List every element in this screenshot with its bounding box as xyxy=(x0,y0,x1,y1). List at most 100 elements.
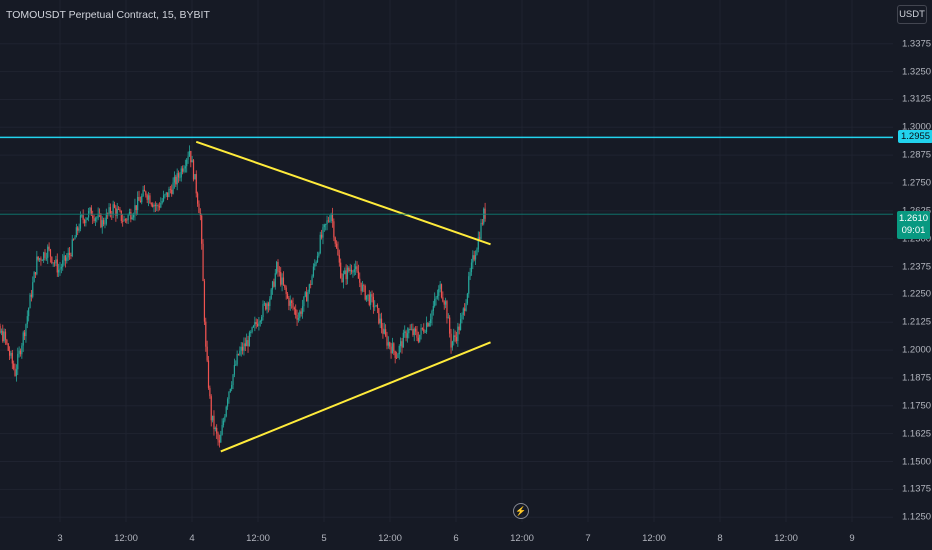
candle-body xyxy=(62,260,64,268)
candle-body xyxy=(395,357,398,359)
candle-body xyxy=(137,196,139,211)
candle-body xyxy=(7,343,9,351)
candle-body xyxy=(380,318,383,329)
candle-body xyxy=(191,160,193,163)
candle-body xyxy=(172,182,174,194)
candle-body xyxy=(383,329,385,334)
candle-body xyxy=(321,234,323,238)
candle-body xyxy=(67,252,69,258)
candle-body xyxy=(235,364,237,366)
candle-body xyxy=(74,237,76,240)
time-tick-label: 12:00 xyxy=(378,533,402,544)
candle-body xyxy=(78,228,80,231)
candle-body xyxy=(11,352,13,364)
last-price: 1.2610 xyxy=(898,213,929,224)
candle-body xyxy=(376,305,379,309)
candle-body xyxy=(481,222,483,224)
candle-body xyxy=(55,259,57,264)
candle-body xyxy=(378,308,380,324)
candle-body xyxy=(360,282,362,292)
candle-body xyxy=(85,219,87,224)
price-tick-label: 1.3250 xyxy=(902,66,932,78)
candle-body xyxy=(3,331,5,342)
candle-body xyxy=(70,255,72,257)
candle-body xyxy=(115,207,117,216)
candle-body xyxy=(22,332,24,346)
candle-body xyxy=(271,281,274,290)
candle-body xyxy=(443,301,445,305)
candle-body xyxy=(156,205,158,207)
candle-body xyxy=(164,194,166,196)
candle-body xyxy=(18,350,20,354)
price-tick-label: 1.1500 xyxy=(902,456,932,467)
candle-body xyxy=(421,327,424,329)
candle-body xyxy=(165,192,167,195)
candle-body xyxy=(154,204,156,207)
currency-button[interactable]: USDT xyxy=(897,5,927,24)
candle-body xyxy=(176,173,178,185)
candle-body xyxy=(213,415,215,430)
candle-body xyxy=(68,252,71,256)
candle-body xyxy=(461,314,463,320)
time-tick-label: 12:00 xyxy=(114,533,138,544)
candle-body xyxy=(77,227,79,231)
candle-body xyxy=(128,212,131,215)
candle-body xyxy=(269,298,271,307)
candle-body xyxy=(241,346,244,351)
candle-body xyxy=(0,325,1,333)
candle-body xyxy=(301,306,304,314)
candle-body xyxy=(59,268,61,270)
candle-body xyxy=(484,208,486,219)
candle-body xyxy=(90,207,92,216)
candle-body xyxy=(428,323,430,327)
candle-body xyxy=(408,329,410,334)
candle-body xyxy=(122,220,124,222)
candle-body xyxy=(93,218,95,222)
candle-body xyxy=(152,204,154,207)
candle-body xyxy=(393,343,395,352)
candle-body xyxy=(415,328,417,332)
price-tick-label: 1.2375 xyxy=(902,261,932,273)
candle-body xyxy=(13,363,15,369)
candle-body xyxy=(470,262,473,273)
candle-body xyxy=(184,166,186,169)
candle-body xyxy=(43,252,45,261)
candle-body xyxy=(94,218,97,222)
candle-body xyxy=(416,331,418,338)
candle-body xyxy=(300,311,302,314)
candle-body xyxy=(349,269,351,271)
candle-body xyxy=(318,253,320,256)
candle-body xyxy=(167,192,169,198)
candle-body xyxy=(30,294,32,297)
candle-body xyxy=(105,213,107,224)
price-tick-label: 1.2875 xyxy=(902,149,932,161)
candle-body xyxy=(225,406,227,417)
candle-body xyxy=(459,319,462,331)
candle-body xyxy=(468,276,470,294)
lightning-icon[interactable]: ⚡ xyxy=(513,503,529,519)
candle-body xyxy=(119,209,121,211)
candle-body xyxy=(145,191,147,196)
candle-body xyxy=(10,352,12,356)
candle-body xyxy=(297,317,300,320)
candle-body xyxy=(372,296,374,308)
candle-body xyxy=(224,416,226,421)
candle-body xyxy=(251,327,253,333)
candle-body xyxy=(218,440,221,443)
time-tick-label: 6 xyxy=(453,533,459,544)
candle-body xyxy=(36,256,38,275)
candle-body xyxy=(446,301,448,319)
candle-body xyxy=(8,350,11,356)
candle-body xyxy=(14,368,16,376)
candle-body xyxy=(330,213,332,221)
candle-body xyxy=(103,220,105,225)
candle-body xyxy=(342,273,344,283)
candle-body xyxy=(108,207,110,215)
price-tick-label: 1.1625 xyxy=(902,428,932,440)
price-tick-label: 1.2625 xyxy=(902,205,931,216)
candle-body xyxy=(126,219,128,221)
candle-body xyxy=(423,328,425,333)
candle-body xyxy=(157,205,159,207)
candle-body xyxy=(315,262,317,264)
